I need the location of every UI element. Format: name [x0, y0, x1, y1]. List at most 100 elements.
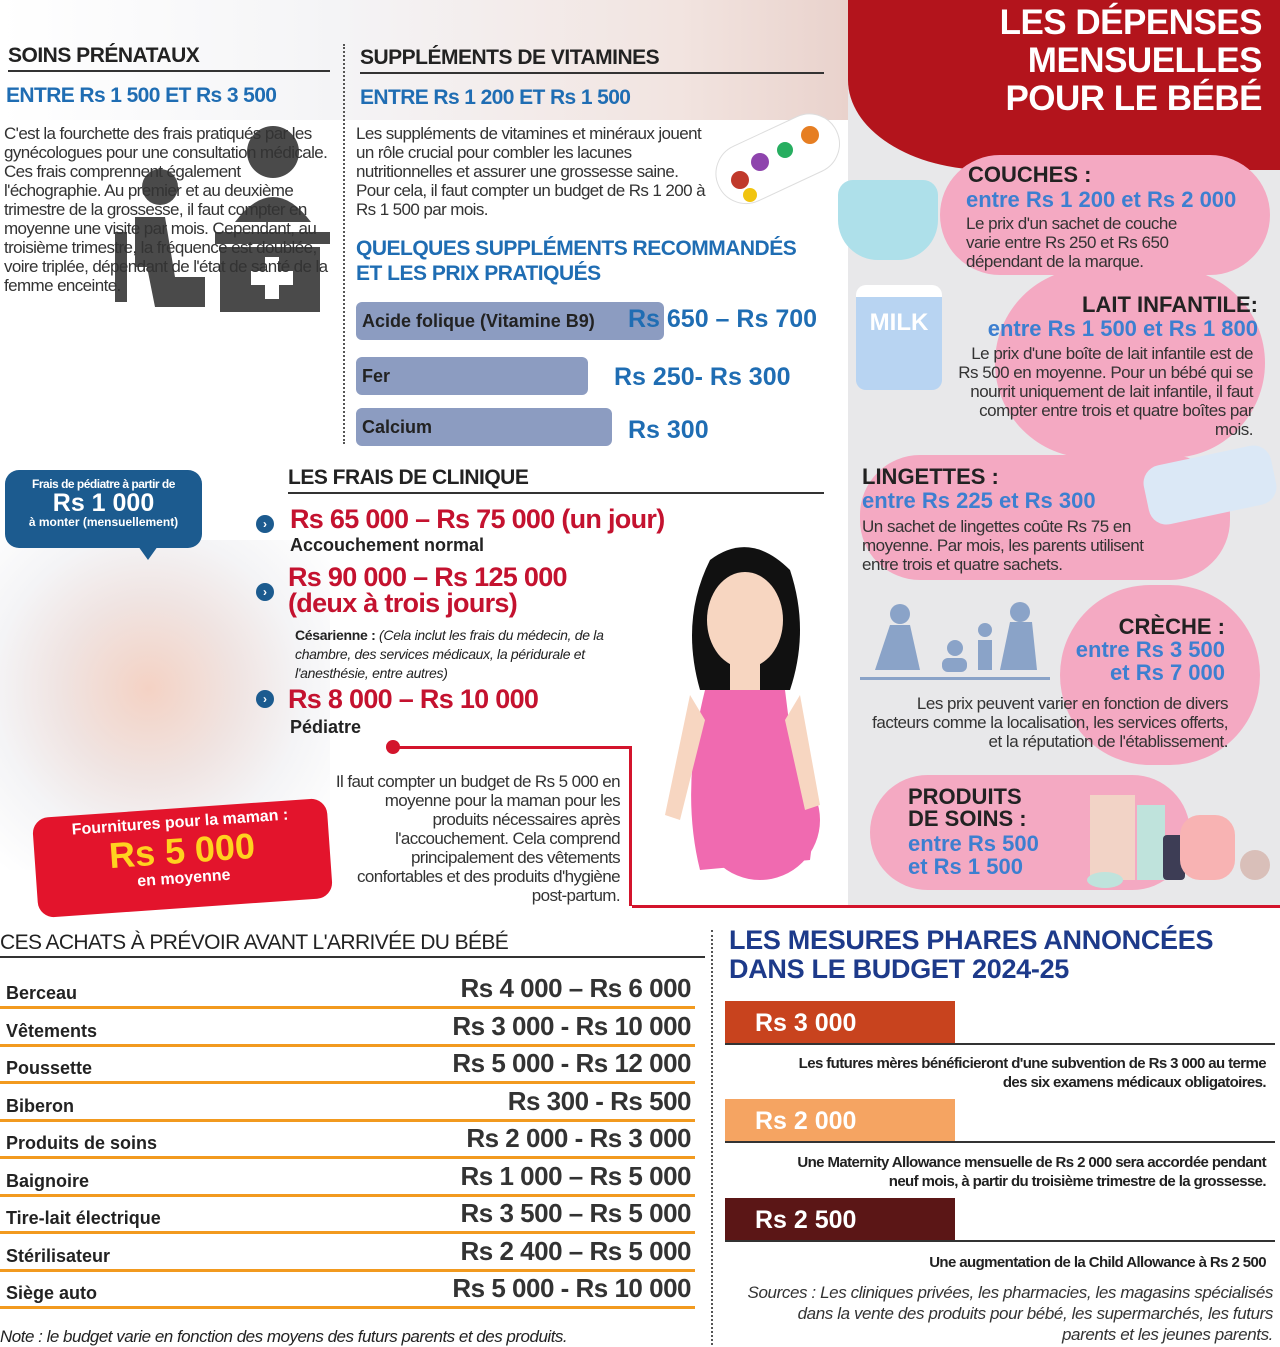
lingettes-text: Un sachet de lingettes coûte Rs 75 en mo… — [862, 517, 1144, 574]
produits-soins-title: PRODUITS DE SOINS : — [908, 784, 1027, 831]
clinic-label: Césarienne : — [295, 627, 376, 643]
lingettes-price: entre Rs 225 et Rs 300 — [862, 488, 1096, 513]
table-row: Vêtements Rs 3 000 - Rs 10 000 — [0, 1010, 695, 1047]
monthly-header-title: LES DÉPENSES MENSUELLES POUR LE BÉBÉ — [999, 3, 1263, 118]
item-name: Vêtements — [6, 1020, 98, 1041]
supplement-name: Fer — [356, 357, 588, 395]
clinic-price: Rs 90 000 – Rs 125 000 (deux à trois jou… — [288, 562, 568, 618]
table-row: Biberon Rs 300 - Rs 500 — [0, 1085, 695, 1122]
lait-price: entre Rs 1 500 et Rs 1 800 — [987, 316, 1258, 341]
budget-amount-bar: Rs 2 500 — [725, 1198, 955, 1242]
supplement-price: Rs 300 — [628, 416, 709, 444]
item-name: Biberon — [6, 1095, 75, 1116]
care-products-icon — [1085, 785, 1270, 890]
vitamins-text: Les suppléments de vitamines et minéraux… — [356, 124, 706, 219]
item-price: Rs 2 400 – Rs 5 000 — [460, 1235, 692, 1266]
sources: Sources : Les cliniques privées, les pha… — [747, 1283, 1274, 1344]
chevron-right-icon: › — [256, 515, 274, 533]
table-row: Produits de soins Rs 2 000 - Rs 3 000 — [0, 1122, 695, 1159]
item-price: Rs 5 000 - Rs 12 000 — [452, 1048, 691, 1078]
column-divider — [343, 44, 345, 444]
clinic-price: Rs 65 000 – Rs 75 000 (un jour) — [290, 504, 665, 534]
budget-text: Une Maternity Allowance mensuelle de Rs … — [797, 1154, 1266, 1190]
vitamin-pill-icon — [705, 100, 845, 220]
budget-title: LES MESURES PHARES ANNONCÉES DANS LE BUD… — [729, 925, 1214, 984]
pediatre-bubble: Frais de pédiatre à partir de Rs 1 000 à… — [5, 470, 202, 548]
doctor-consultation-icon — [115, 122, 330, 312]
bubble-line2: à monter (mensuellement) — [28, 515, 179, 529]
pink-blob — [870, 775, 1190, 890]
produits-soins-price: entre Rs 500 et Rs 1 500 — [908, 831, 1039, 879]
column-divider — [711, 930, 713, 1345]
clinic-label: Accouchement normal — [290, 535, 485, 555]
item-name: Siège auto — [6, 1283, 98, 1303]
top-background — [0, 0, 848, 120]
supplement-name: Acide folique (Vitamine B9) — [356, 302, 664, 340]
creche-title: CRÈCHE : — [1118, 614, 1225, 639]
vitamins-subtitle: QUELQUES SUPPLÉMENTS RECOMMANDÉS ET LES … — [356, 237, 797, 285]
mother-text: Il faut compter un budget de Rs 5 000 en… — [335, 772, 621, 905]
item-price: Rs 3 000 - Rs 10 000 — [452, 1010, 691, 1041]
budget-text: Une augmentation de la Child Allowance à… — [929, 1254, 1266, 1271]
item-price: Rs 300 - Rs 500 — [507, 1085, 692, 1116]
supplement-name: Calcium — [356, 408, 612, 446]
vitamins-price: ENTRE Rs 1 200 ET Rs 1 500 — [360, 86, 631, 109]
item-name: Tire-lait électrique — [6, 1208, 161, 1228]
item-price: Rs 5 000 - Rs 10 000 — [452, 1273, 691, 1303]
divider — [725, 1240, 1275, 1242]
table-row: Poussette Rs 5 000 - Rs 12 000 — [0, 1047, 695, 1084]
item-price: Rs 3 500 – Rs 5 000 — [460, 1198, 692, 1228]
prenatal-title: SOINS PRÉNATAUX — [8, 44, 330, 72]
table-row: Siège auto Rs 5 000 - Rs 10 000 — [0, 1272, 695, 1309]
diaper-icon — [838, 180, 938, 260]
creche-text: Les prix peuvent varier en fonction de d… — [872, 694, 1228, 751]
clinic-note: Césarienne : (Cela inclut les frais du m… — [295, 626, 640, 683]
clinic-price: Rs 8 000 – Rs 10 000 — [288, 684, 539, 714]
clinic-label: Pédiatre — [290, 717, 362, 737]
couches-title: COUCHES : — [968, 162, 1092, 187]
mother-callout-line — [392, 746, 632, 906]
chevron-right-icon: › — [256, 583, 274, 601]
table-row: Baignoire Rs 1 000 – Rs 5 000 — [0, 1160, 695, 1197]
vitamins-title: SUPPLÉMENTS DE VITAMINES — [360, 46, 824, 74]
couches-text: Le prix d'un sachet de couche varie entr… — [966, 214, 1177, 271]
budget-amount-bar: Rs 3 000 — [725, 1001, 955, 1045]
creche-price: entre Rs 3 500 et Rs 7 000 — [1075, 637, 1225, 685]
item-name: Berceau — [6, 983, 78, 1003]
item-price: Rs 4 000 – Rs 6 000 — [460, 973, 692, 1003]
divider — [725, 1141, 1275, 1143]
bubble-tail — [138, 546, 158, 560]
purchases-title: CES ACHATS À PRÉVOIR AVANT L'ARRIVÉE DU … — [0, 931, 705, 958]
purchases-note: Note : le budget varie en fonction des m… — [0, 1327, 568, 1346]
prenatal-text: C'est la fourchette des frais pratiqués … — [4, 124, 328, 295]
item-name: Produits de soins — [6, 1133, 158, 1153]
item-name: Baignoire — [6, 1170, 90, 1191]
lait-title: LAIT INFANTILE: — [1082, 292, 1258, 317]
milk-can-icon: MILK — [856, 285, 942, 390]
prenatal-price: ENTRE Rs 1 500 ET Rs 3 500 — [6, 84, 277, 107]
clinic-note-text: (Cela inclut les frais du médecin, de la… — [295, 627, 604, 681]
item-price: Rs 2 000 - Rs 3 000 — [466, 1123, 691, 1153]
pregnant-woman-illustration — [650, 540, 840, 905]
divider — [725, 1043, 1275, 1045]
lingettes-title: LINGETTES : — [862, 464, 999, 489]
pink-blob — [1060, 585, 1260, 765]
clinic-title: LES FRAIS DE CLINIQUE — [288, 466, 824, 494]
budget-amount-bar: Rs 2 000 — [725, 1099, 955, 1143]
supplement-price: Rs 250- Rs 300 — [614, 363, 791, 391]
monthly-header — [848, 0, 1280, 170]
item-price: Rs 1 000 – Rs 5 000 — [460, 1160, 692, 1191]
pink-blob — [995, 268, 1265, 458]
item-name: Stérilisateur — [6, 1245, 111, 1266]
table-row: Stérilisateur Rs 2 400 – Rs 5 000 — [0, 1235, 695, 1272]
pink-blob — [940, 155, 1270, 275]
bubble-line1: Frais de pédiatre à partir de — [32, 477, 175, 491]
chevron-right-icon: › — [256, 690, 274, 708]
budget-text: Les futures mères bénéficieront d'une su… — [798, 1055, 1267, 1091]
couches-price: entre Rs 1 200 et Rs 2 000 — [966, 187, 1237, 212]
item-name: Poussette — [6, 1058, 93, 1078]
section-divider — [632, 905, 1280, 908]
supplement-price: Rs 650 – Rs 700 — [628, 305, 818, 333]
daycare-icon — [860, 600, 1050, 680]
lait-text: Le prix d'une boîte de lait infantile es… — [958, 344, 1253, 439]
